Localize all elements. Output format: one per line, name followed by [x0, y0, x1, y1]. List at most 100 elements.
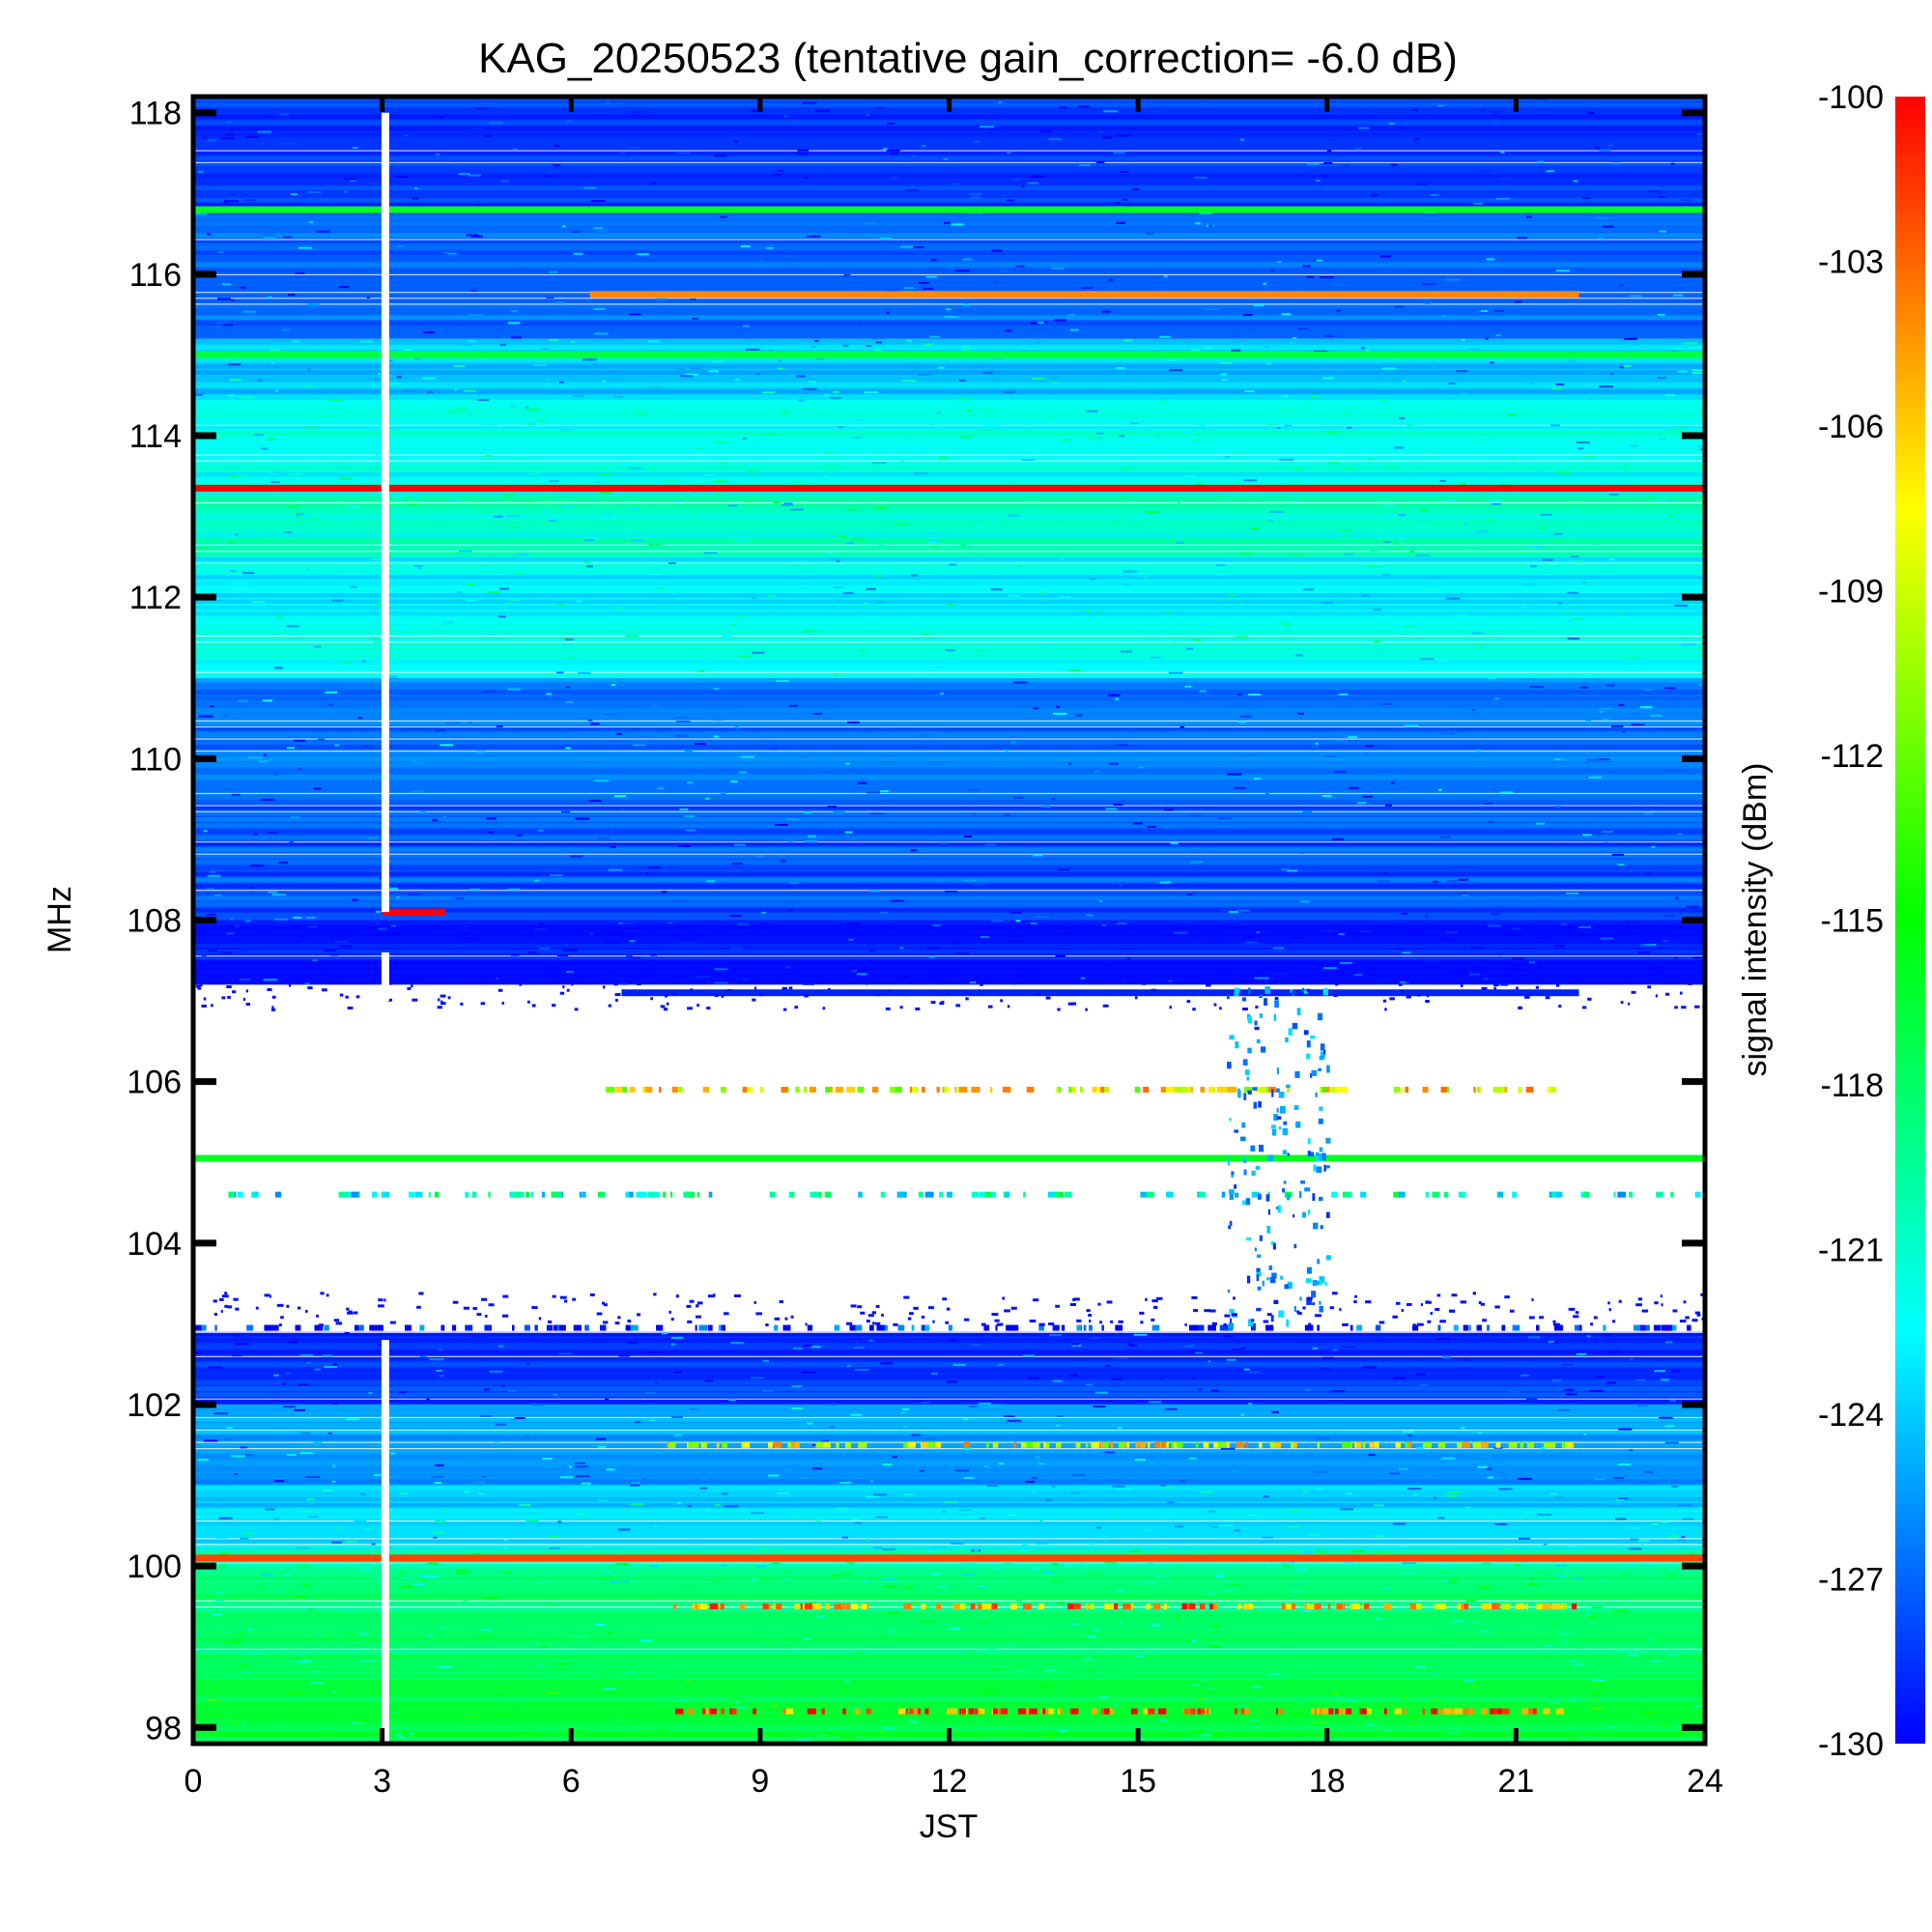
- noise-speck: [1249, 1719, 1260, 1722]
- noise-speck: [1662, 940, 1668, 943]
- noise-speck: [461, 925, 469, 928]
- noise-speck: [929, 423, 934, 426]
- noise-speck: [1541, 1582, 1545, 1585]
- noise-speck: [661, 891, 668, 894]
- noise-speck: [743, 438, 747, 440]
- scatter-mark: [1312, 1193, 1316, 1202]
- noise-speck: [680, 375, 694, 378]
- sparse-mark: [721, 1708, 725, 1715]
- noise-speck: [435, 1463, 444, 1466]
- noise-speck: [676, 368, 686, 371]
- scatter-mark: [1303, 990, 1308, 994]
- band-stripe: [193, 1612, 1705, 1617]
- sparse-mark: [546, 1324, 554, 1331]
- scatter-mark: [537, 977, 544, 980]
- noise-speck: [832, 390, 840, 393]
- scatter-mark: [1309, 1151, 1315, 1157]
- noise-speck: [858, 781, 867, 784]
- sparse-mark: [1020, 1441, 1027, 1448]
- noise-speck: [919, 1469, 924, 1472]
- noise-speck: [1304, 1388, 1312, 1391]
- noise-speck: [242, 1722, 247, 1725]
- noise-speck: [1242, 314, 1253, 317]
- scatter-mark: [663, 1008, 668, 1011]
- scatter-mark: [1342, 1322, 1349, 1326]
- sparse-mark: [677, 1087, 683, 1094]
- noise-speck: [1321, 794, 1332, 797]
- y-tick-label: 108: [127, 903, 182, 940]
- noise-speck: [1436, 659, 1448, 662]
- noise-speck: [1626, 920, 1639, 923]
- noise-speck: [1147, 825, 1156, 828]
- noise-speck: [1600, 1580, 1605, 1583]
- noise-speck: [1401, 912, 1408, 915]
- band-stripe: [193, 799, 1705, 804]
- sparse-mark: [1183, 1708, 1191, 1715]
- noise-speck: [793, 564, 802, 567]
- noise-speck: [1276, 426, 1281, 429]
- noise-speck: [486, 515, 499, 518]
- noise-speck: [1096, 1526, 1101, 1529]
- scatter-mark: [224, 1292, 228, 1295]
- noise-speck: [413, 357, 421, 360]
- noise-speck: [1390, 781, 1395, 784]
- noise-speck: [704, 797, 710, 800]
- band-stripe: [193, 303, 1705, 308]
- sparse-mark: [1457, 1441, 1463, 1448]
- noise-speck: [833, 586, 844, 589]
- noise-speck: [784, 966, 791, 969]
- scatter-mark: [1317, 1012, 1323, 1021]
- noise-speck: [1068, 762, 1072, 765]
- noise-speck: [646, 1351, 662, 1354]
- noise-speck: [982, 1335, 992, 1338]
- scatter-mark: [226, 985, 232, 989]
- scatter-mark: [1674, 1006, 1678, 1009]
- scatter-mark: [1558, 1005, 1562, 1009]
- noise-speck: [588, 799, 602, 802]
- sparse-mark: [968, 1708, 975, 1715]
- sparse-mark: [1148, 1708, 1155, 1715]
- sparse-mark: [1496, 1708, 1506, 1715]
- noise-speck: [1238, 721, 1246, 724]
- noise-speck: [371, 468, 383, 470]
- noise-speck: [596, 1437, 607, 1440]
- noise-speck: [831, 1403, 836, 1406]
- sparse-mark: [1104, 1708, 1110, 1715]
- scatter-mark: [1416, 1322, 1424, 1326]
- noise-speck: [1378, 1709, 1389, 1712]
- noise-speck: [684, 750, 693, 753]
- noise-speck: [804, 177, 809, 180]
- noise-speck: [442, 513, 454, 516]
- sparse-mark: [729, 1708, 732, 1715]
- noise-speck: [796, 1739, 811, 1742]
- noise-speck: [778, 359, 782, 362]
- sparse-mark: [836, 1441, 839, 1448]
- noise-speck: [1113, 152, 1125, 155]
- scatter-mark: [446, 977, 451, 980]
- sparse-mark: [971, 1087, 980, 1094]
- noise-speck: [1439, 479, 1446, 482]
- sparse-mark: [895, 1087, 902, 1094]
- noise-speck: [1659, 438, 1666, 440]
- scatter-mark: [1320, 1051, 1325, 1059]
- noise-speck: [1515, 1491, 1528, 1493]
- sparse-mark: [702, 1087, 710, 1094]
- noise-speck: [1402, 1562, 1416, 1565]
- noise-speck: [1087, 1622, 1093, 1625]
- noise-speck: [332, 1363, 338, 1366]
- scatter-mark: [650, 997, 653, 1001]
- noise-speck: [1669, 428, 1685, 431]
- noise-speck: [1116, 367, 1125, 370]
- noise-speck: [1254, 977, 1269, 980]
- sparse-mark: [794, 1441, 800, 1448]
- noise-speck: [1193, 176, 1208, 179]
- sparse-mark: [1006, 1324, 1011, 1331]
- noise-speck: [1670, 162, 1675, 165]
- sparse-mark: [964, 1708, 968, 1715]
- noise-speck: [923, 287, 934, 290]
- noise-speck: [1179, 1550, 1192, 1553]
- noise-speck: [1368, 1454, 1376, 1457]
- noise-speck: [1405, 724, 1419, 727]
- noise-speck: [911, 1434, 921, 1436]
- band-stripe: [193, 877, 1705, 883]
